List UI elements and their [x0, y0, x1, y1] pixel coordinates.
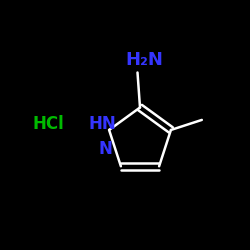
Text: H₂N: H₂N	[125, 51, 163, 69]
Text: HCl: HCl	[32, 115, 64, 133]
Text: N: N	[99, 140, 112, 158]
Text: HN: HN	[89, 115, 117, 133]
